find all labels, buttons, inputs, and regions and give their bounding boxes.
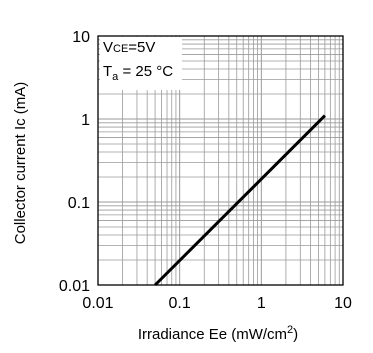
y-tick-labels: 0.01 0.1 1 10 (59, 29, 90, 295)
x-tick-label: 0.01 (82, 295, 113, 312)
y-tick-label: 0.01 (59, 278, 90, 295)
y-tick-label: 0.1 (68, 195, 90, 212)
x-axis-title: Irradiance Ee (mW/cm2) (138, 324, 298, 343)
x-tick-labels: 0.01 0.1 1 10 (82, 295, 352, 312)
x-axis-title-sup: 2 (287, 324, 293, 336)
x-tick-label: 10 (334, 295, 352, 312)
annotation-vce: VCE=5V (103, 39, 155, 56)
x-tick-label: 0.1 (169, 295, 191, 312)
y-axis-title: Collector current Ic (mA) (12, 82, 29, 245)
y-tick-label: 1 (81, 112, 90, 129)
plot-frame (97, 35, 344, 286)
series-line-0 (154, 114, 326, 287)
annotation-ta: Ta = 25 °C (103, 63, 173, 83)
x-axis-title-main: Irradiance Ee (mW/cm (138, 326, 287, 343)
y-tick-label: 10 (72, 29, 90, 46)
x-axis-title-end: ) (293, 326, 298, 343)
x-tick-label: 1 (257, 295, 266, 312)
series-layer (154, 114, 326, 287)
annotation-background (100, 37, 182, 90)
